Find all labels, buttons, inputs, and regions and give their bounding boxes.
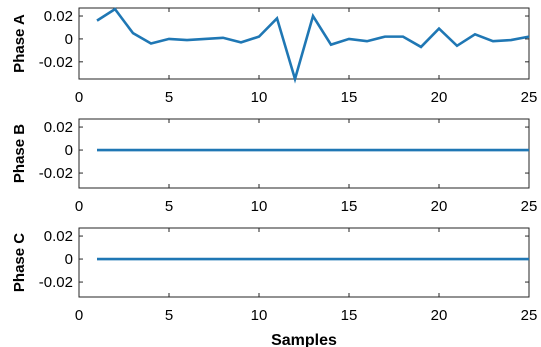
phase-c-y-axis-label: Phase C xyxy=(11,233,28,292)
phase-c-x-tick-label: 0 xyxy=(75,307,83,324)
phase-a-series-line xyxy=(96,7,530,84)
x-axis-label: Samples xyxy=(271,332,337,347)
phase-a-x-tick-label: 0 xyxy=(75,89,83,106)
phase-c-y-tick-label: -0.02 xyxy=(39,274,73,291)
phase-c-y-tick-label: 0 xyxy=(65,251,73,268)
phase-c-x-tick-label: 25 xyxy=(521,307,538,324)
phase-b-x-tick-label: 15 xyxy=(341,198,358,215)
phase-a-x-tick-label: 5 xyxy=(165,89,173,106)
phase-c-y-tick-label: 0.02 xyxy=(44,228,73,245)
phase-a-y-axis-label: Phase A xyxy=(11,14,28,73)
phase-b-y-tick-label: 0 xyxy=(65,142,73,159)
phase-a-y-tick-label: 0 xyxy=(65,31,73,48)
phase-b-y-tick-label: -0.02 xyxy=(39,165,73,182)
phase-b-y-tick-label: 0.02 xyxy=(44,119,73,136)
phase-b-x-tick-label: 10 xyxy=(251,198,268,215)
phase-c-x-tick-label: 5 xyxy=(165,307,173,324)
phase-a-subplot: 0 5 10 15 20 25 0.02 0 -0.02 Phase A xyxy=(11,7,538,106)
phase-c-x-tick-label: 15 xyxy=(341,307,358,324)
phase-b-x-tick-label: 20 xyxy=(431,198,448,215)
phase-c-x-tick-label: 20 xyxy=(431,307,448,324)
phase-a-y-tick-label: -0.02 xyxy=(39,54,73,71)
phase-b-y-axis-label: Phase B xyxy=(11,124,28,183)
phase-a-x-tick-label: 15 xyxy=(341,89,358,106)
phase-a-y-tick-label: 0.02 xyxy=(44,8,73,25)
phase-c-x-tick-label: 10 xyxy=(251,307,268,324)
phase-a-x-tick-label: 10 xyxy=(251,89,268,106)
phase-a-x-tick-label: 20 xyxy=(431,89,448,106)
phase-b-axes-frame xyxy=(78,118,530,189)
phase-a-axes-frame xyxy=(78,7,530,80)
phase-b-x-tick-label: 0 xyxy=(75,198,83,215)
phase-b-x-tick-label: 25 xyxy=(521,198,538,215)
phase-c-axes-frame xyxy=(78,227,530,298)
phase-a-x-tick-label: 25 xyxy=(521,89,538,106)
phase-b-x-tick-label: 5 xyxy=(165,198,173,215)
